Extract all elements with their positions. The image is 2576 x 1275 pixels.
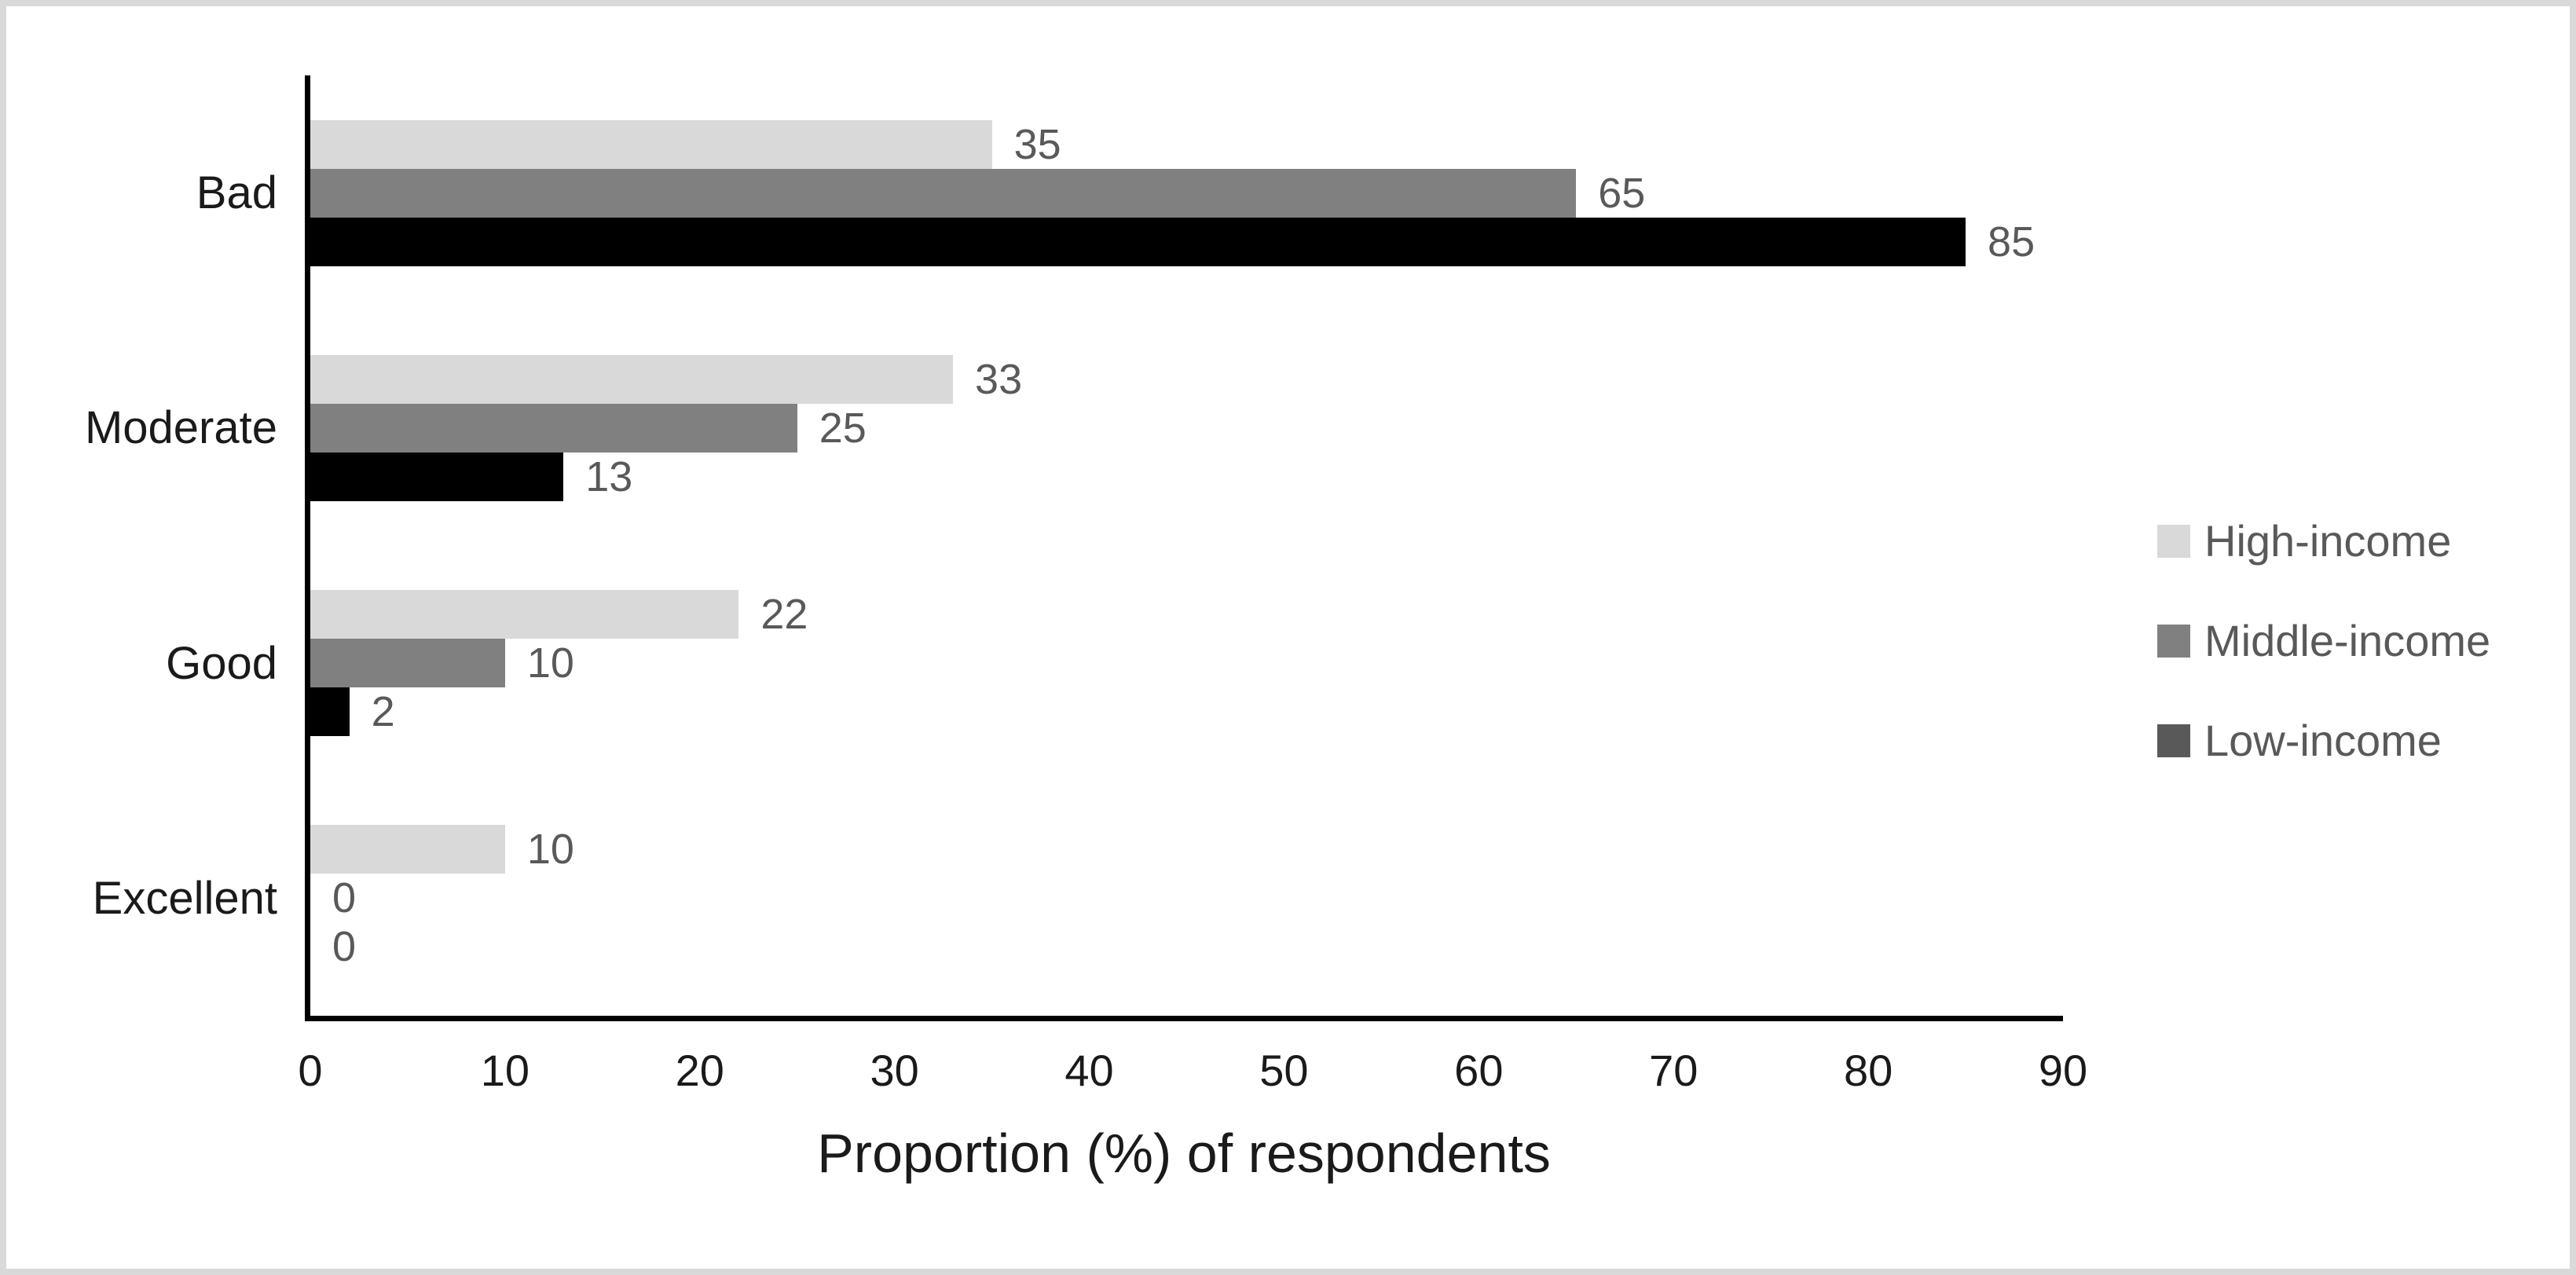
bar-value-label: 33 [975,355,1023,403]
category-label-bad: Bad [196,167,277,219]
bar-row: 85 [310,217,2063,266]
category-group-good: 22 10 2 [310,546,2063,781]
x-tick-label-90: 90 [2038,1046,2088,1095]
bar-row: 22 [310,590,2063,639]
x-axis-title: Proportion (%) of respondents [817,1123,1551,1184]
x-tick-label-80: 80 [1843,1046,1893,1095]
bar-value-label: 10 [526,826,574,874]
bar-row: 2 [310,687,2063,737]
legend: High-income Middle-income Low-income [2157,515,2490,766]
bar-value-label: 35 [1013,120,1061,168]
x-tick-label-0: 0 [298,1046,323,1095]
x-tick-label-30: 30 [870,1046,919,1095]
legend-swatch-icon [2157,524,2190,558]
legend-item-high-income: High-income [2157,515,2490,566]
bar-value-label: 65 [1598,169,1646,217]
bar-high-income-excellent [310,825,505,874]
bar-low-income-bad [310,217,1966,266]
x-tick-label-10: 10 [480,1046,530,1095]
x-tick-label-40: 40 [1064,1046,1114,1095]
bar-value-label: 2 [371,688,395,736]
bar-high-income-bad [310,119,992,169]
bar-value-label: 13 [585,452,633,500]
bar-value-label: 25 [819,404,867,452]
legend-label: Middle-income [2204,616,2491,665]
category-group-excellent: 10 0 0 [310,781,2063,1016]
legend-item-low-income: Low-income [2157,715,2490,766]
x-tick-label-60: 60 [1454,1046,1504,1095]
bar-middle-income-good [310,639,505,688]
bar-row: 0 [310,874,2063,922]
category-label-moderate: Moderate [84,402,277,454]
bar-row: 35 [310,119,2063,169]
legend-label: Low-income [2204,716,2442,765]
bar-value-label: 0 [332,923,357,971]
legend-item-middle-income: Middle-income [2157,615,2490,666]
category-group-moderate: 33 25 13 [310,310,2063,545]
category-group-bad: 35 65 85 [310,75,2063,310]
x-tick-label-70: 70 [1649,1046,1698,1095]
category-label-good: Good [166,637,277,689]
bar-middle-income-moderate [310,403,797,452]
bar-high-income-moderate [310,354,954,404]
bar-row: 65 [310,168,2063,218]
bar-value-label: 85 [1988,218,2036,266]
bar-value-label: 10 [526,639,574,687]
bar-low-income-moderate [310,452,564,501]
bar-row: 0 [310,922,2063,971]
bar-row: 25 [310,403,2063,452]
plot-area: 35 65 85 33 25 13 22 10 2 10 0 0 [305,75,2063,1021]
x-tick-label-20: 20 [675,1046,724,1095]
bar-row: 10 [310,639,2063,688]
bar-row: 33 [310,354,2063,404]
bar-value-label: 22 [760,591,808,639]
bar-row: 10 [310,825,2063,874]
bar-row: 13 [310,452,2063,501]
bar-middle-income-bad [310,168,1577,218]
category-axis-labels: Bad Moderate Good Excellent [6,75,277,1016]
x-tick-label-50: 50 [1259,1046,1309,1095]
category-label-excellent: Excellent [92,872,277,924]
x-axis-tick-labels: 0 10 20 30 40 50 60 70 80 90 [298,1045,2087,1100]
legend-swatch-icon [2157,724,2190,757]
legend-swatch-icon [2157,624,2190,658]
bar-value-label: 0 [332,874,357,922]
legend-label: High-income [2204,516,2452,566]
bar-low-income-good [310,687,350,737]
bar-high-income-good [310,590,739,639]
